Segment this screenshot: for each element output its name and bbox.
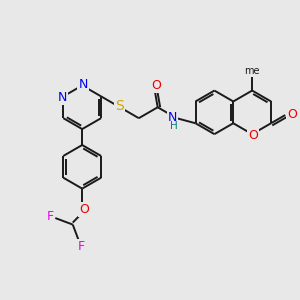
Text: F: F [78,241,85,254]
Text: H: H [170,121,178,131]
Text: O: O [248,129,258,142]
Text: N: N [58,91,67,104]
Text: O: O [79,203,89,216]
Text: O: O [151,79,161,92]
Text: F: F [47,210,54,223]
Text: N: N [79,78,88,91]
Text: me: me [244,65,260,76]
Text: N: N [168,111,177,124]
Text: S: S [116,99,124,113]
Text: O: O [287,108,297,121]
